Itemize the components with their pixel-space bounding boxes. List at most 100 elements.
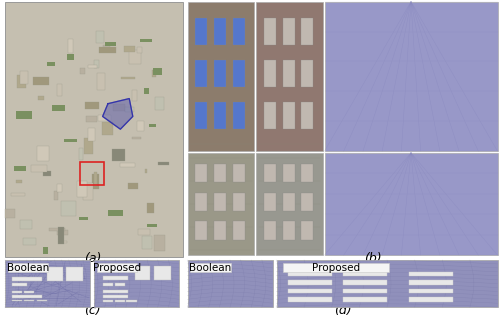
Bar <box>102 295 128 298</box>
Bar <box>196 18 207 45</box>
Bar <box>132 137 141 139</box>
Bar <box>232 102 244 129</box>
Bar <box>282 221 294 240</box>
Bar <box>43 171 51 176</box>
Bar <box>64 139 77 142</box>
Bar <box>16 180 22 183</box>
Bar <box>301 164 313 182</box>
Bar <box>150 124 156 127</box>
Bar <box>256 2 322 151</box>
Bar <box>264 193 276 211</box>
Bar <box>103 45 110 50</box>
Bar <box>214 102 226 129</box>
Bar <box>94 60 98 68</box>
Bar <box>188 260 272 307</box>
Bar <box>84 138 94 154</box>
Text: (b): (b) <box>364 252 382 265</box>
Bar <box>214 221 226 240</box>
Bar <box>144 169 148 173</box>
Bar <box>343 272 387 277</box>
Bar <box>264 18 276 45</box>
Bar <box>8 263 48 272</box>
Bar <box>343 280 387 285</box>
Bar <box>66 267 83 281</box>
Text: Proposed: Proposed <box>93 263 141 273</box>
Bar <box>52 105 65 111</box>
Bar <box>115 300 126 302</box>
Text: Boolean: Boolean <box>7 263 49 273</box>
Bar <box>135 266 150 280</box>
Bar <box>102 283 113 286</box>
Bar <box>80 162 104 185</box>
Bar <box>100 47 116 53</box>
Bar <box>102 123 113 135</box>
Bar <box>80 68 85 74</box>
Bar <box>282 164 294 182</box>
Bar <box>301 221 313 240</box>
Bar <box>24 291 34 293</box>
Bar <box>54 191 58 200</box>
Bar <box>24 238 36 245</box>
Bar <box>324 2 498 151</box>
Bar <box>96 263 138 272</box>
Bar <box>283 263 389 272</box>
Text: Boolean: Boolean <box>190 263 232 273</box>
Bar <box>147 202 154 213</box>
Bar <box>188 153 254 255</box>
Bar <box>155 97 164 110</box>
Bar <box>17 75 26 88</box>
Bar <box>79 217 88 220</box>
Bar <box>282 18 294 45</box>
Bar <box>58 230 68 235</box>
Bar <box>12 300 22 302</box>
Bar <box>5 260 90 307</box>
Bar <box>88 128 95 141</box>
Bar <box>48 62 54 66</box>
Bar <box>108 211 124 216</box>
Bar <box>36 147 50 161</box>
Bar <box>6 209 16 218</box>
Text: (c): (c) <box>84 304 101 317</box>
Bar <box>264 102 276 129</box>
Bar <box>196 102 207 129</box>
Bar <box>196 193 207 211</box>
Bar <box>10 193 24 196</box>
Bar <box>196 60 207 87</box>
Bar <box>58 227 64 244</box>
Bar <box>68 39 73 53</box>
Bar <box>196 164 207 182</box>
Bar <box>79 148 83 160</box>
Bar <box>324 153 498 255</box>
Text: (a): (a) <box>84 252 101 265</box>
Bar <box>264 164 276 182</box>
Bar <box>125 107 134 112</box>
Bar <box>301 193 313 211</box>
Bar <box>83 183 93 200</box>
Bar <box>106 42 116 46</box>
Bar <box>152 70 156 77</box>
Bar <box>409 289 454 293</box>
Bar <box>98 115 111 121</box>
Bar <box>158 162 168 165</box>
Bar <box>288 297 332 302</box>
Bar <box>57 184 62 192</box>
Bar <box>288 272 332 277</box>
Bar <box>12 283 27 286</box>
Bar <box>140 39 152 42</box>
Bar <box>24 300 34 302</box>
Bar <box>142 236 152 250</box>
Bar <box>137 121 144 131</box>
Bar <box>288 280 332 285</box>
Bar <box>214 193 226 211</box>
Bar <box>158 102 161 109</box>
Bar <box>12 295 42 298</box>
Bar <box>132 89 137 101</box>
Bar <box>48 267 63 281</box>
Bar <box>50 228 64 231</box>
Bar <box>128 183 138 188</box>
Bar <box>301 102 313 129</box>
Bar <box>43 247 48 254</box>
Bar <box>14 166 26 171</box>
Text: (d): (d) <box>334 304 351 317</box>
Bar <box>214 164 226 182</box>
